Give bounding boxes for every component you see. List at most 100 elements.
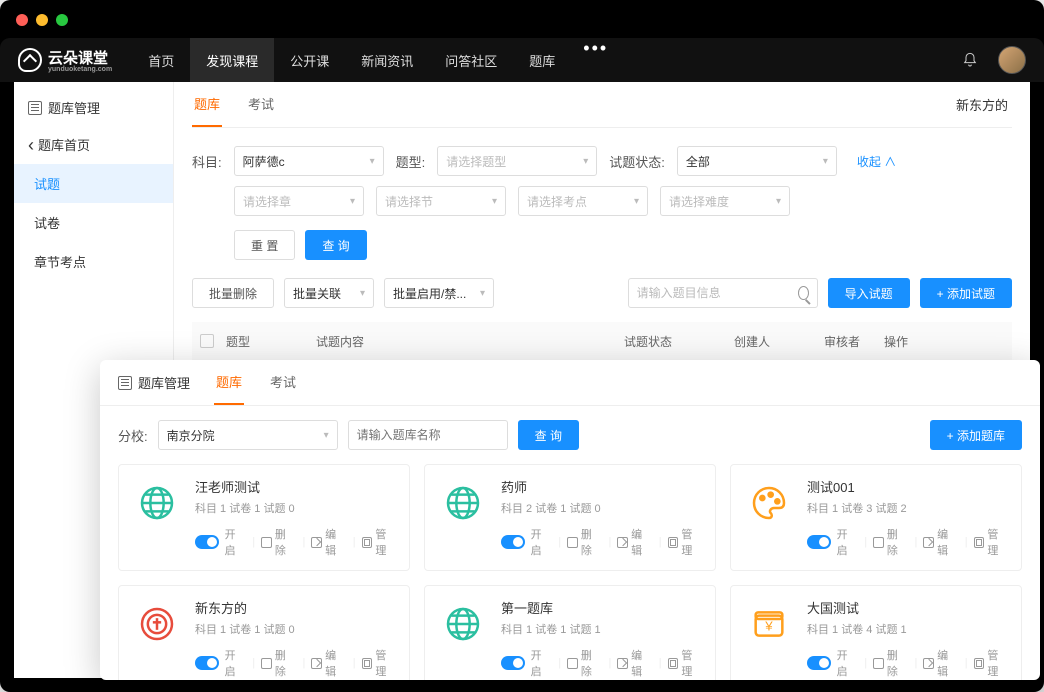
open-toggle[interactable]	[501, 656, 525, 670]
bank-card-title: 药师	[501, 477, 703, 496]
edit-icon	[617, 537, 628, 548]
sidebar-item-chapters[interactable]: 章节考点	[14, 242, 173, 281]
subject-select[interactable]: 阿萨德c▾	[234, 146, 384, 176]
front-filter-row: 分校: 南京分院▾ 查 询 + 添加题库	[100, 406, 1040, 464]
bank-card-icon	[743, 477, 795, 529]
collapse-link[interactable]: 收起	[857, 153, 896, 170]
open-toggle[interactable]	[501, 535, 525, 549]
bank-card-body: 药师 科目 2 试卷 1 试题 0 开启 | 删除 | 编辑 | 管理	[501, 477, 703, 558]
manage-icon	[974, 537, 985, 548]
bank-card-ops: 开启 | 删除 | 编辑 | 管理	[501, 526, 703, 558]
card-edit[interactable]: 编辑	[923, 647, 958, 679]
tab-bank[interactable]: 题库	[192, 82, 222, 127]
nav-home[interactable]: 首页	[132, 38, 190, 82]
bank-card-body: 第一题库 科目 1 试卷 1 试题 1 开启 | 删除 | 编辑 | 管理	[501, 598, 703, 679]
minimize-window-button[interactable]	[36, 14, 48, 26]
filter-row-2: 请选择章▾ 请选择节▾ 请选择考点▾ 请选择难度▾	[192, 186, 1012, 216]
bank-name-input[interactable]	[348, 420, 508, 450]
sidebar-back[interactable]: 题库首页	[14, 125, 173, 164]
card-manage[interactable]: 管理	[668, 526, 703, 558]
card-delete[interactable]: 删除	[873, 647, 908, 679]
type-placeholder: 请选择题型	[446, 153, 506, 170]
card-edit[interactable]: 编辑	[617, 526, 652, 558]
card-delete[interactable]: 删除	[567, 526, 602, 558]
bank-card-ops: 开启 | 删除 | 编辑 | 管理	[501, 647, 703, 679]
open-toggle[interactable]	[807, 535, 831, 549]
nav-news[interactable]: 新闻资讯	[345, 38, 429, 82]
type-select[interactable]: 请选择题型 ▾	[437, 146, 597, 176]
open-toggle[interactable]	[195, 535, 219, 549]
sidebar-item-questions[interactable]: 试题	[14, 164, 173, 203]
sidebar-item-papers[interactable]: 试卷	[14, 203, 173, 242]
chevron-left-icon	[28, 136, 34, 154]
traffic-lights	[16, 14, 68, 26]
card-manage[interactable]: 管理	[362, 647, 397, 679]
bank-card-title: 新东方的	[195, 598, 397, 617]
th-content: 试题内容	[316, 333, 624, 350]
trash-icon	[873, 537, 884, 548]
card-delete[interactable]: 删除	[261, 647, 296, 679]
card-delete[interactable]: 删除	[873, 526, 908, 558]
bank-card: 测试001 科目 1 试卷 3 试题 2 开启 | 删除 | 编辑 | 管理	[730, 464, 1022, 571]
import-button[interactable]: 导入试题	[828, 278, 910, 308]
card-delete[interactable]: 删除	[261, 526, 296, 558]
difficulty-select[interactable]: 请选择难度▾	[660, 186, 790, 216]
tab-exam[interactable]: 考试	[246, 82, 276, 127]
user-avatar[interactable]	[998, 46, 1026, 74]
batch-delete-button[interactable]: 批量删除	[192, 278, 274, 308]
card-edit[interactable]: 编辑	[311, 647, 346, 679]
open-toggle[interactable]	[807, 656, 831, 670]
bank-card-ops: 开启 | 删除 | 编辑 | 管理	[195, 526, 397, 558]
bell-icon[interactable]	[962, 52, 978, 68]
section-select[interactable]: 请选择节▾	[376, 186, 506, 216]
nav-question-bank[interactable]: 题库	[513, 38, 571, 82]
filter-buttons: 重 置 查 询	[192, 230, 1012, 260]
maximize-window-button[interactable]	[56, 14, 68, 26]
chevron-down-icon: ▾	[360, 288, 365, 299]
brand-name: 云朵课堂	[48, 47, 112, 68]
nav-discover-courses[interactable]: 发现课程	[190, 38, 274, 82]
batch-enable-select[interactable]: 批量启用/禁...▾	[384, 278, 494, 308]
front-title: 题库管理	[118, 361, 190, 404]
add-bank-button[interactable]: + 添加题库	[930, 420, 1022, 450]
reset-button[interactable]: 重 置	[234, 230, 295, 260]
front-query-button[interactable]: 查 询	[518, 420, 579, 450]
nav-right	[962, 46, 1026, 74]
select-all-checkbox[interactable]	[200, 334, 214, 348]
add-question-button[interactable]: + 添加试题	[920, 278, 1012, 308]
card-manage[interactable]: 管理	[362, 526, 397, 558]
edit-icon	[311, 658, 322, 669]
batch-relate-select[interactable]: 批量关联▾	[284, 278, 374, 308]
front-tab-exam[interactable]: 考试	[268, 360, 298, 405]
status-select[interactable]: 全部▾	[677, 146, 837, 176]
card-edit[interactable]: 编辑	[617, 647, 652, 679]
point-select[interactable]: 请选择考点▾	[518, 186, 648, 216]
chevron-down-icon: ▾	[583, 156, 588, 167]
nav-qa-community[interactable]: 问答社区	[429, 38, 513, 82]
query-button[interactable]: 查 询	[305, 230, 366, 260]
open-toggle[interactable]	[195, 656, 219, 670]
branch-select[interactable]: 南京分院▾	[158, 420, 338, 450]
brand-logo[interactable]: 云朵课堂 yunduoketang.com	[18, 47, 112, 73]
trash-icon	[261, 537, 272, 548]
card-manage[interactable]: 管理	[974, 526, 1009, 558]
search-input[interactable]	[637, 286, 792, 300]
nav-more[interactable]: •••	[571, 38, 620, 82]
bank-card-title: 测试001	[807, 477, 1009, 496]
chapter-select[interactable]: 请选择章▾	[234, 186, 364, 216]
brand-sub: yunduoketang.com	[48, 66, 112, 73]
card-edit[interactable]: 编辑	[923, 526, 958, 558]
bank-card: ¥ 大国测试 科目 1 试卷 4 试题 1 开启 | 删除 | 编辑 | 管理	[730, 585, 1022, 680]
card-manage[interactable]: 管理	[668, 647, 703, 679]
card-manage[interactable]: 管理	[974, 647, 1009, 679]
search-icon[interactable]	[798, 286, 809, 300]
card-edit[interactable]: 编辑	[311, 526, 346, 558]
top-nav: 云朵课堂 yunduoketang.com 首页 发现课程 公开课 新闻资讯 问…	[0, 38, 1044, 82]
front-tab-bank[interactable]: 题库	[214, 360, 244, 405]
th-creator: 创建人	[734, 333, 824, 350]
card-delete[interactable]: 删除	[567, 647, 602, 679]
chevron-down-icon: ▾	[324, 430, 329, 441]
close-window-button[interactable]	[16, 14, 28, 26]
subject-label: 科目:	[192, 152, 222, 171]
nav-public-class[interactable]: 公开课	[274, 38, 345, 82]
